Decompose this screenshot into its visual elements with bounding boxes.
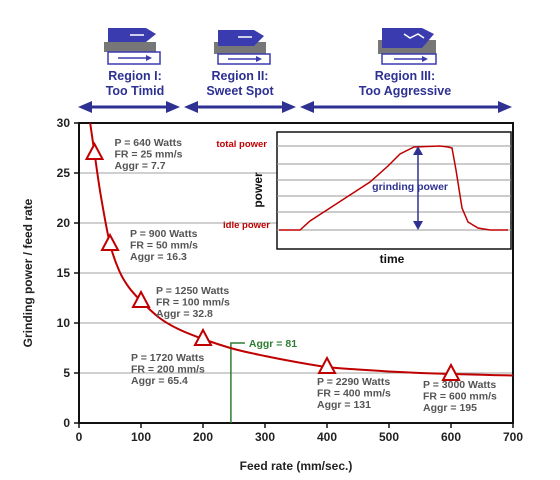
x-tick-label: 400 — [317, 430, 337, 444]
data-point-label: Aggr = 16.3 — [130, 251, 187, 263]
data-point-marker — [441, 362, 461, 381]
y-tick-label: 0 — [63, 416, 70, 430]
data-point-marker — [84, 141, 105, 160]
region-3-name: Region III: — [375, 69, 435, 83]
inset-gridlines — [277, 145, 511, 231]
data-point-label: Aggr = 195 — [423, 402, 477, 414]
x-tick-label: 0 — [76, 430, 83, 444]
data-point-label: FR = 400 mm/s — [317, 388, 391, 400]
data-point-label: FR = 100 mm/s — [156, 297, 230, 309]
y-tick-label: 20 — [57, 216, 71, 230]
region-arrows — [78, 101, 512, 113]
data-point-label: FR = 25 mm/s — [115, 149, 183, 161]
data-point-label: FR = 600 mm/s — [423, 391, 497, 403]
x-axis-title: Feed rate (mm/sec.) — [240, 459, 353, 473]
region-2-desc: Sweet Spot — [206, 84, 274, 98]
y-tick-label: 30 — [57, 116, 71, 130]
x-tick-label: 100 — [131, 430, 151, 444]
data-point-label: P = 640 Watts — [115, 137, 183, 149]
region-3-arrow — [300, 101, 512, 113]
inset-y-label: power — [251, 172, 265, 208]
data-point-marker — [100, 232, 120, 251]
aggr-81-label: Aggr = 81 — [249, 338, 297, 350]
x-tick-label: 200 — [193, 430, 213, 444]
data-point-label: Aggr = 7.7 — [115, 160, 166, 172]
y-tick-label: 25 — [57, 166, 71, 180]
data-point-markers — [84, 141, 461, 381]
inset-x-label: time — [380, 252, 405, 266]
data-point-label: P = 2290 Watts — [317, 376, 390, 388]
region-2-name: Region II: — [212, 69, 269, 83]
region-1-name: Region I: — [108, 69, 161, 83]
region-2-arrow — [184, 101, 296, 113]
power-time-inset: total power idle power grinding power ti… — [216, 131, 512, 266]
data-point-label: P = 1720 Watts — [131, 352, 204, 364]
data-point-label: FR = 50 mm/s — [130, 240, 198, 252]
data-point-label: P = 900 Watts — [130, 228, 198, 240]
grinding-wheel-timid-icon — [104, 28, 161, 65]
data-point-label: P = 1250 Watts — [156, 285, 229, 297]
data-point-marker — [131, 289, 151, 308]
region-3-desc: Too Aggressive — [359, 84, 451, 98]
x-tick-label: 300 — [255, 430, 275, 444]
y-tick-label: 10 — [57, 316, 71, 330]
y-axis-title: Grinding power / feed rate — [21, 198, 35, 347]
data-point-label: Aggr = 131 — [317, 399, 371, 411]
data-point-label: FR = 200 mm/s — [131, 364, 205, 376]
region-1-desc: Too Timid — [106, 84, 165, 98]
data-point-label: P = 3000 Watts — [423, 379, 496, 391]
inset-power-trace — [279, 145, 508, 231]
data-point-label: Aggr = 65.4 — [131, 375, 188, 387]
aggr-81-line — [230, 342, 245, 423]
inset-total-power-label: total power — [216, 139, 267, 150]
aggr-81-marker: Aggr = 81 — [230, 338, 297, 423]
inset-idle-power-label: idle power — [223, 220, 270, 231]
grinding-wheel-sweet-spot-icon — [214, 30, 271, 65]
data-point-marker — [317, 355, 337, 374]
y-tick-label: 5 — [63, 366, 70, 380]
x-tick-label: 500 — [379, 430, 399, 444]
x-tick-label: 600 — [441, 430, 461, 444]
x-tick-label: 700 — [503, 430, 523, 444]
y-tick-label: 15 — [57, 266, 71, 280]
inset-grinding-power-label: grinding power — [372, 181, 448, 193]
region-1-arrow — [78, 101, 180, 113]
data-point-label: Aggr = 32.8 — [156, 308, 213, 320]
data-point-marker — [193, 327, 213, 346]
grinding-wheel-aggressive-icon — [378, 28, 437, 65]
